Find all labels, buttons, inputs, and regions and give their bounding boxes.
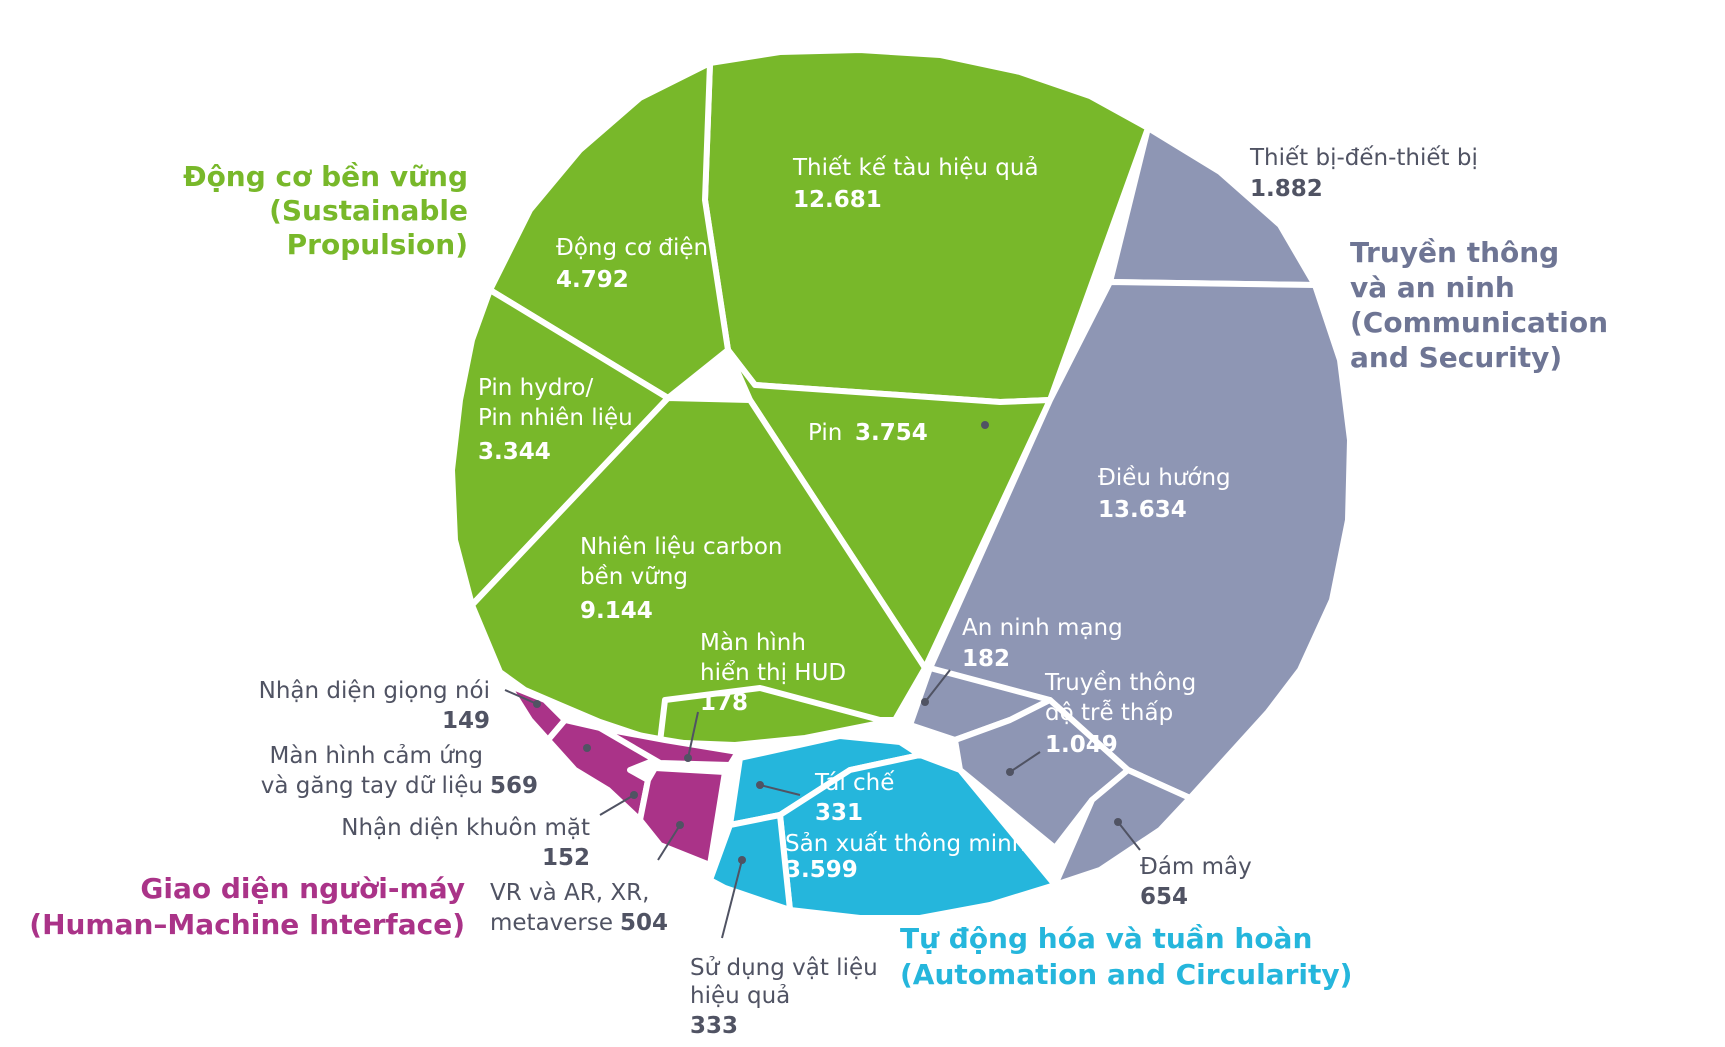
label-voice: Nhận diện giọng nói (259, 678, 490, 704)
group-titles: Động cơ bền vững (Sustainable Propulsion… (29, 160, 1608, 991)
cell-vr-ar-metaverse[interactable] (637, 765, 728, 868)
value-touch: 569 (490, 773, 538, 799)
leader-hud (687, 711, 699, 759)
label-hydro-2: Pin nhiên liệu (478, 405, 633, 431)
leader-dots (533, 421, 1122, 864)
value-face: 152 (542, 845, 590, 871)
value-lowlat: 1.049 (1045, 732, 1118, 758)
label-smartmfg: Sản xuất thông minh (785, 831, 1026, 857)
label-hud-2: hiển thị HUD (700, 660, 846, 686)
value-hydro: 3.344 (478, 439, 551, 465)
cell-smart-manufacturing[interactable] (777, 752, 1058, 921)
label-touch-1: Màn hình cảm ứng (270, 743, 483, 769)
dot-nav (981, 421, 989, 429)
label-nav: Điều hướng (1098, 465, 1231, 491)
cell-material-efficiency[interactable] (707, 812, 793, 913)
leader-face (599, 794, 635, 816)
group-title-hmi-vi: Giao diện người-máy (140, 872, 465, 905)
group-title-sustainable-en-1: (Sustainable (269, 194, 468, 227)
leader-cyber (924, 669, 951, 703)
value-smartmfg: 3.599 (785, 857, 858, 883)
leader-voice (504, 689, 538, 705)
label-hydro-1: Pin hydro/ (478, 375, 593, 401)
dot-voice (533, 700, 541, 708)
group-title-communication-1: Truyền thông (1350, 236, 1559, 269)
label-cloud: Đám mây (1140, 854, 1252, 880)
cells (449, 47, 1353, 921)
group-title-communication-4: and Security) (1350, 341, 1562, 374)
dot-cyber (921, 698, 929, 706)
label-electric: Động cơ điện (556, 235, 708, 261)
group-title-communication-2: và an ninh (1350, 271, 1515, 304)
value-vr: 504 (620, 910, 668, 936)
group-title-sustainable-vi: Động cơ bền vững (183, 160, 468, 193)
label-face: Nhận diện khuôn mặt (341, 815, 590, 841)
label-lowlat-1: Truyền thông (1044, 670, 1196, 696)
value-cloud: 654 (1140, 884, 1188, 910)
label-battery: Pin (808, 420, 842, 446)
dot-hud (684, 754, 692, 762)
value-hud: 178 (700, 690, 748, 716)
label-ship: Thiết kế tàu hiệu quả (792, 155, 1039, 181)
group-title-hmi-en: (Human–Machine Interface) (29, 908, 465, 941)
group-title-automation-vi: Tự động hóa và tuần hoàn (900, 922, 1312, 955)
value-ship: 12.681 (793, 187, 882, 213)
leader-lowlat (1009, 751, 1041, 773)
group-title-sustainable-en-2: Propulsion) (287, 228, 468, 261)
label-vr-2: metaverse (490, 910, 613, 936)
label-lowlat-2: độ trễ thấp (1045, 698, 1173, 726)
value-recycle: 331 (815, 800, 863, 826)
cell-face-recognition[interactable] (597, 725, 741, 768)
value-voice: 149 (442, 708, 490, 734)
leader-material (721, 859, 743, 939)
value-electric: 4.792 (556, 267, 629, 293)
dot-material (738, 856, 746, 864)
dot-cloud (1114, 818, 1122, 826)
outer-labels: Thiết bị-đến-thiết bị 1.882 Đám mây 654 … (259, 145, 1478, 1039)
value-saf: 9.144 (580, 598, 653, 624)
label-touch-2: và găng tay dữ liệu (261, 773, 483, 799)
cell-hud-display[interactable] (657, 685, 898, 748)
label-material-2: hiệu quả (690, 983, 790, 1009)
label-saf-1: Nhiên liệu carbon (580, 534, 782, 560)
label-hud-1: Màn hình (700, 630, 806, 656)
leader-vr (657, 824, 681, 861)
group-title-automation-en: (Automation and Circularity) (900, 958, 1352, 991)
leader-lines (504, 669, 1141, 939)
value-d2d: 1.882 (1250, 176, 1323, 202)
label-cyber: An ninh mạng (962, 615, 1123, 641)
group-title-communication-3: (Communication (1350, 306, 1608, 339)
inner-labels: Thiết kế tàu hiệu quả 12.681 Động cơ điệ… (478, 155, 1231, 883)
label-saf-2: bền vững (580, 564, 688, 590)
dot-lowlat (1006, 768, 1014, 776)
label-d2d: Thiết bị-đến-thiết bị (1249, 145, 1478, 171)
label-material-1: Sử dụng vật liệu (690, 955, 878, 981)
dot-vr (676, 821, 684, 829)
label-recycle: Tái chế (814, 770, 895, 796)
dot-face (630, 791, 638, 799)
value-cyber: 182 (962, 646, 1010, 672)
leader-recycle (759, 784, 801, 796)
label-vr-1: VR và AR, XR, (490, 880, 649, 906)
value-battery: 3.754 (855, 420, 928, 446)
dot-recycle (756, 781, 764, 789)
cell-device-to-device[interactable] (1107, 125, 1318, 288)
dot-touch (583, 744, 591, 752)
value-nav: 13.634 (1098, 497, 1187, 523)
value-material: 333 (690, 1013, 738, 1039)
leader-cloud (1117, 821, 1141, 851)
